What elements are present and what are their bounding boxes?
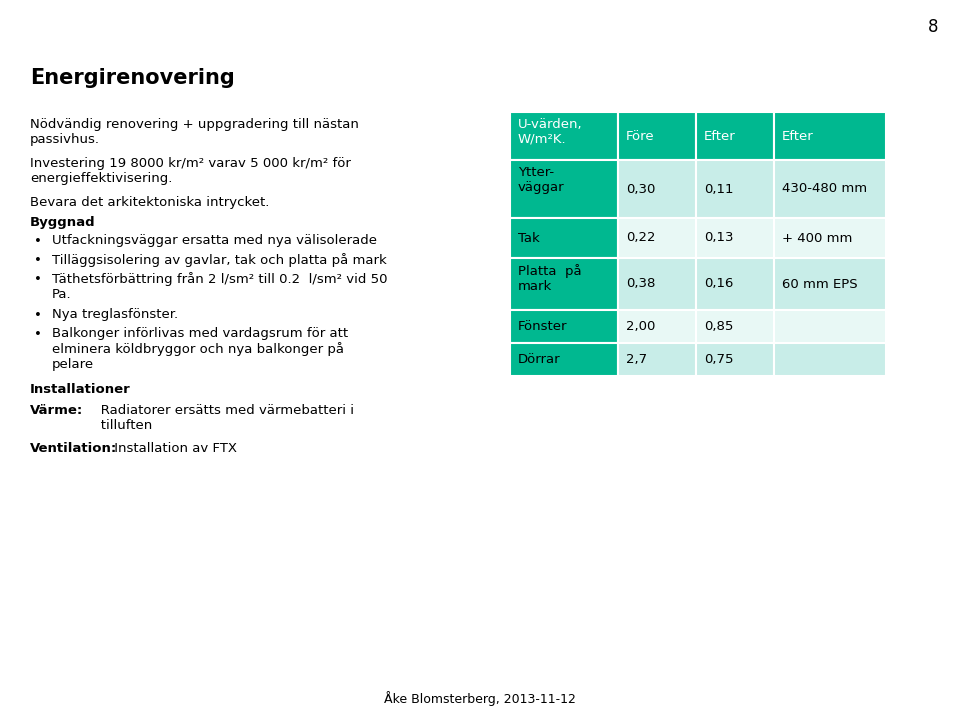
Text: 0,22: 0,22 — [626, 232, 656, 245]
Text: Efter: Efter — [704, 130, 735, 143]
Text: + 400 mm: + 400 mm — [782, 232, 852, 245]
Bar — [510, 160, 618, 218]
Text: Installation av FTX: Installation av FTX — [110, 442, 237, 455]
Text: •: • — [34, 328, 42, 341]
Text: •: • — [34, 235, 42, 248]
Text: 0,13: 0,13 — [704, 232, 733, 245]
Bar — [510, 343, 618, 376]
Text: 0,75: 0,75 — [704, 353, 733, 366]
Bar — [696, 343, 774, 376]
Text: Installationer: Installationer — [30, 383, 131, 396]
Text: Nödvändig renovering + uppgradering till nästan
passivhus.: Nödvändig renovering + uppgradering till… — [30, 118, 359, 146]
Text: 0,38: 0,38 — [626, 277, 656, 290]
Bar — [774, 218, 886, 258]
Text: Åke Blomsterberg, 2013-11-12: Åke Blomsterberg, 2013-11-12 — [384, 691, 576, 706]
Text: 430-480 mm: 430-480 mm — [782, 182, 867, 196]
Text: Balkonger införlivas med vardagsrum för att
elminera köldbryggor och nya balkong: Balkonger införlivas med vardagsrum för … — [52, 327, 348, 372]
Bar — [696, 218, 774, 258]
Text: Ytter-
väggar: Ytter- väggar — [518, 166, 564, 194]
Bar — [618, 258, 696, 310]
Text: Tak: Tak — [518, 232, 540, 245]
Text: 60 mm EPS: 60 mm EPS — [782, 277, 857, 290]
Bar — [774, 343, 886, 376]
Text: Tilläggsisolering av gavlar, tak och platta på mark: Tilläggsisolering av gavlar, tak och pla… — [52, 253, 387, 267]
Text: Nya treglasfönster.: Nya treglasfönster. — [52, 308, 179, 321]
Text: Utfackningsväggar ersatta med nya välisolerade: Utfackningsväggar ersatta med nya väliso… — [52, 234, 377, 247]
Text: Värme:: Värme: — [30, 404, 84, 417]
Text: Platta  på
mark: Platta på mark — [518, 264, 582, 293]
Bar — [618, 112, 696, 160]
Text: Investering 19 8000 kr/m² varav 5 000 kr/m² för
energieffektivisering.: Investering 19 8000 kr/m² varav 5 000 kr… — [30, 157, 350, 185]
Bar — [774, 310, 886, 343]
Text: Täthetsförbättring från 2 l/sm² till 0.2  l/sm² vid 50
Pa.: Täthetsförbättring från 2 l/sm² till 0.2… — [52, 272, 388, 301]
Text: Energirenovering: Energirenovering — [30, 68, 235, 88]
Text: •: • — [34, 254, 42, 267]
Bar — [774, 112, 886, 160]
Bar — [696, 258, 774, 310]
Bar — [774, 258, 886, 310]
Bar — [618, 218, 696, 258]
Text: 0,30: 0,30 — [626, 182, 656, 196]
Bar — [618, 343, 696, 376]
Text: Fönster: Fönster — [518, 320, 567, 333]
Text: •: • — [34, 273, 42, 286]
Bar — [774, 160, 886, 218]
Text: Bevara det arkitektoniska intrycket.: Bevara det arkitektoniska intrycket. — [30, 196, 270, 209]
Bar — [618, 160, 696, 218]
Bar — [510, 258, 618, 310]
Bar — [696, 310, 774, 343]
Bar — [618, 310, 696, 343]
Text: Före: Före — [626, 130, 655, 143]
Text: 8: 8 — [927, 18, 938, 36]
Text: 2,7: 2,7 — [626, 353, 647, 366]
Text: Byggnad: Byggnad — [30, 216, 96, 229]
Bar — [696, 160, 774, 218]
Text: 0,85: 0,85 — [704, 320, 733, 333]
Text: Ventilation:: Ventilation: — [30, 442, 117, 455]
Text: U-värden,
W/m²K.: U-värden, W/m²K. — [518, 118, 583, 146]
Bar — [510, 218, 618, 258]
Text: Efter: Efter — [782, 130, 814, 143]
Text: 0,11: 0,11 — [704, 182, 733, 196]
Bar — [510, 112, 618, 160]
Text: 2,00: 2,00 — [626, 320, 656, 333]
Text: Radiatorer ersätts med värmebatteri i
   tilluften: Radiatorer ersätts med värmebatteri i ti… — [88, 404, 354, 432]
Text: •: • — [34, 309, 42, 322]
Text: 0,16: 0,16 — [704, 277, 733, 290]
Bar — [510, 310, 618, 343]
Text: Dörrar: Dörrar — [518, 353, 561, 366]
Bar — [696, 112, 774, 160]
